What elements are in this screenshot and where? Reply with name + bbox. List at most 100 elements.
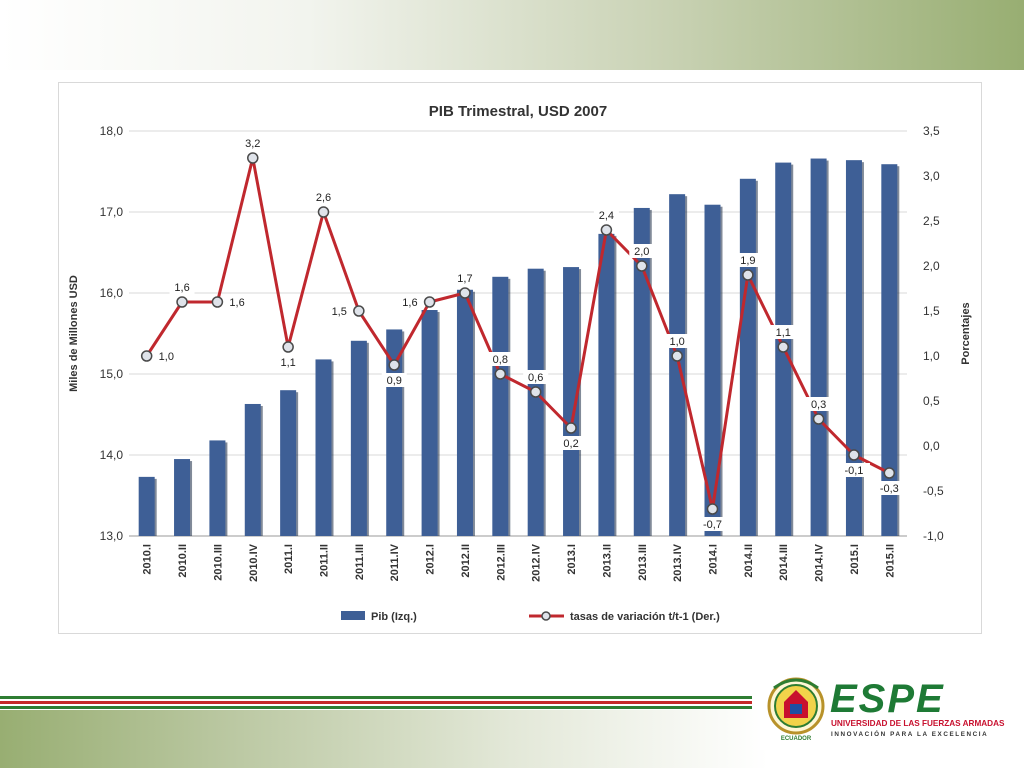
data-label: 2,0: [634, 246, 649, 258]
stripe-red: [0, 701, 752, 704]
data-label: 0,3: [811, 399, 826, 411]
data-label-bg: [227, 295, 253, 309]
data-label: 1,6: [229, 297, 244, 309]
university-tagline: INNOVACIÓN PARA LA EXCELENCIA: [831, 729, 988, 738]
bar: [492, 276, 509, 536]
line-point: [848, 449, 860, 461]
data-label: 1,6: [174, 282, 189, 294]
y-tick-label: 17,0: [100, 205, 124, 219]
y2-tick-label: 2,5: [923, 214, 940, 228]
bar: [174, 459, 191, 536]
line-point: [494, 368, 507, 380]
line-point: [140, 350, 153, 362]
bar: [315, 359, 332, 536]
data-label: 1,0: [159, 351, 174, 363]
y2-tick-label: 0,5: [923, 394, 940, 408]
data-label: 2,4: [599, 210, 614, 222]
data-label-bg: [593, 208, 619, 222]
data-label-bg: [837, 463, 870, 477]
stripe-green-bottom: [0, 706, 752, 709]
line-point: [211, 296, 224, 308]
stripe-green-top: [0, 696, 752, 699]
data-label-bg: [873, 481, 906, 495]
university-seal-icon: ECUADOR: [767, 677, 825, 742]
data-label: 3,2: [245, 138, 260, 150]
data-label: 1,0: [669, 336, 684, 348]
line-point: [317, 206, 330, 218]
x-tick-label: 2014.I: [708, 544, 720, 575]
x-tick-label: 2015.II: [884, 544, 896, 578]
data-label-bg: [323, 304, 349, 318]
y2-tick-label: -1,0: [923, 529, 944, 543]
data-label: 1,7: [457, 273, 472, 285]
data-label-bg: [523, 370, 549, 384]
legend-line-marker: [541, 611, 551, 621]
x-tick-label: 2011.I: [283, 544, 295, 574]
line-point: [388, 359, 400, 371]
data-label-bg: [452, 271, 478, 285]
header-gradient-band: [0, 0, 1024, 70]
pib-chart: PIB Trimestral, USD 2007 13,0 14,0 15,0 16,0…: [68, 103, 972, 623]
x-tick-label: 2012.I: [425, 544, 437, 575]
x-tick-label: 2010.II: [177, 544, 189, 578]
bar: [280, 390, 297, 536]
data-label-bg: [806, 397, 832, 411]
data-label-bg: [381, 373, 407, 387]
data-label-bg: [696, 517, 729, 531]
y-axis-title: Miles de Millones USD: [68, 275, 80, 392]
y-tick-label: 13,0: [100, 529, 124, 543]
data-label-bg: [664, 334, 690, 348]
x-tick-label: 2013.III: [637, 544, 649, 581]
line-point: [282, 341, 294, 353]
bar: [527, 268, 544, 536]
bar: [563, 267, 580, 536]
chart-frame: PIB Trimestral, USD 2007 13,0 14,0 15,0 16,0…: [58, 82, 982, 634]
data-label: -0,1: [844, 465, 863, 477]
data-label: 1,9: [740, 255, 755, 267]
bar: [881, 164, 898, 536]
bar: [810, 158, 827, 536]
data-label-bg: [240, 136, 266, 150]
x-tick-label: 2011.III: [354, 544, 366, 580]
line-point: [636, 260, 648, 272]
bar: [456, 289, 473, 536]
x-tick-label: 2012.III: [495, 544, 507, 581]
data-label: 0,2: [563, 438, 578, 450]
line-point: [565, 422, 577, 434]
line-point: [459, 287, 471, 299]
data-label-bg: [487, 352, 513, 366]
data-label: 0,9: [387, 375, 402, 387]
y-tick-label: 18,0: [100, 124, 124, 138]
bar: [633, 207, 650, 536]
y-tick-label: 14,0: [100, 448, 124, 462]
legend-bar-label: Pib (Izq.): [371, 611, 417, 623]
espe-logo: ECUADOR ESPE UNIVERSIDAD DE LAS FUERZAS …: [760, 668, 1010, 750]
data-label: -0,3: [880, 483, 899, 495]
bar: [138, 476, 155, 536]
x-tick-label: 2012.IV: [531, 543, 543, 582]
y2-tick-label: 3,0: [923, 169, 940, 183]
line-point: [883, 467, 896, 479]
line-point: [529, 386, 542, 398]
line-point: [423, 296, 436, 308]
y2-tick-label: 3,5: [923, 124, 940, 138]
x-tick-label: 2013.IV: [672, 543, 684, 582]
x-tick-label: 2010.I: [142, 544, 154, 575]
line-point: [812, 413, 825, 425]
data-label-bg: [735, 253, 761, 267]
data-label-bg: [275, 355, 301, 369]
data-label: 0,6: [528, 372, 543, 384]
espe-wordmark: ESPE: [830, 677, 945, 721]
y2-tick-label: 1,5: [923, 304, 940, 318]
line-point: [706, 503, 719, 515]
data-label-bg: [311, 190, 336, 204]
y-tick-label: 15,0: [100, 367, 124, 381]
bar: [669, 194, 686, 536]
legend-bar-swatch: [341, 611, 365, 620]
line-point: [176, 296, 188, 308]
legend-line-label: tasas de variación t/t-1 (Der.): [570, 611, 720, 623]
data-label: 1,1: [776, 327, 791, 339]
x-tick-label: 2013.II: [601, 544, 613, 578]
y2-tick-label: 1,0: [923, 349, 940, 363]
x-tick-label: 2011.II: [319, 544, 331, 577]
